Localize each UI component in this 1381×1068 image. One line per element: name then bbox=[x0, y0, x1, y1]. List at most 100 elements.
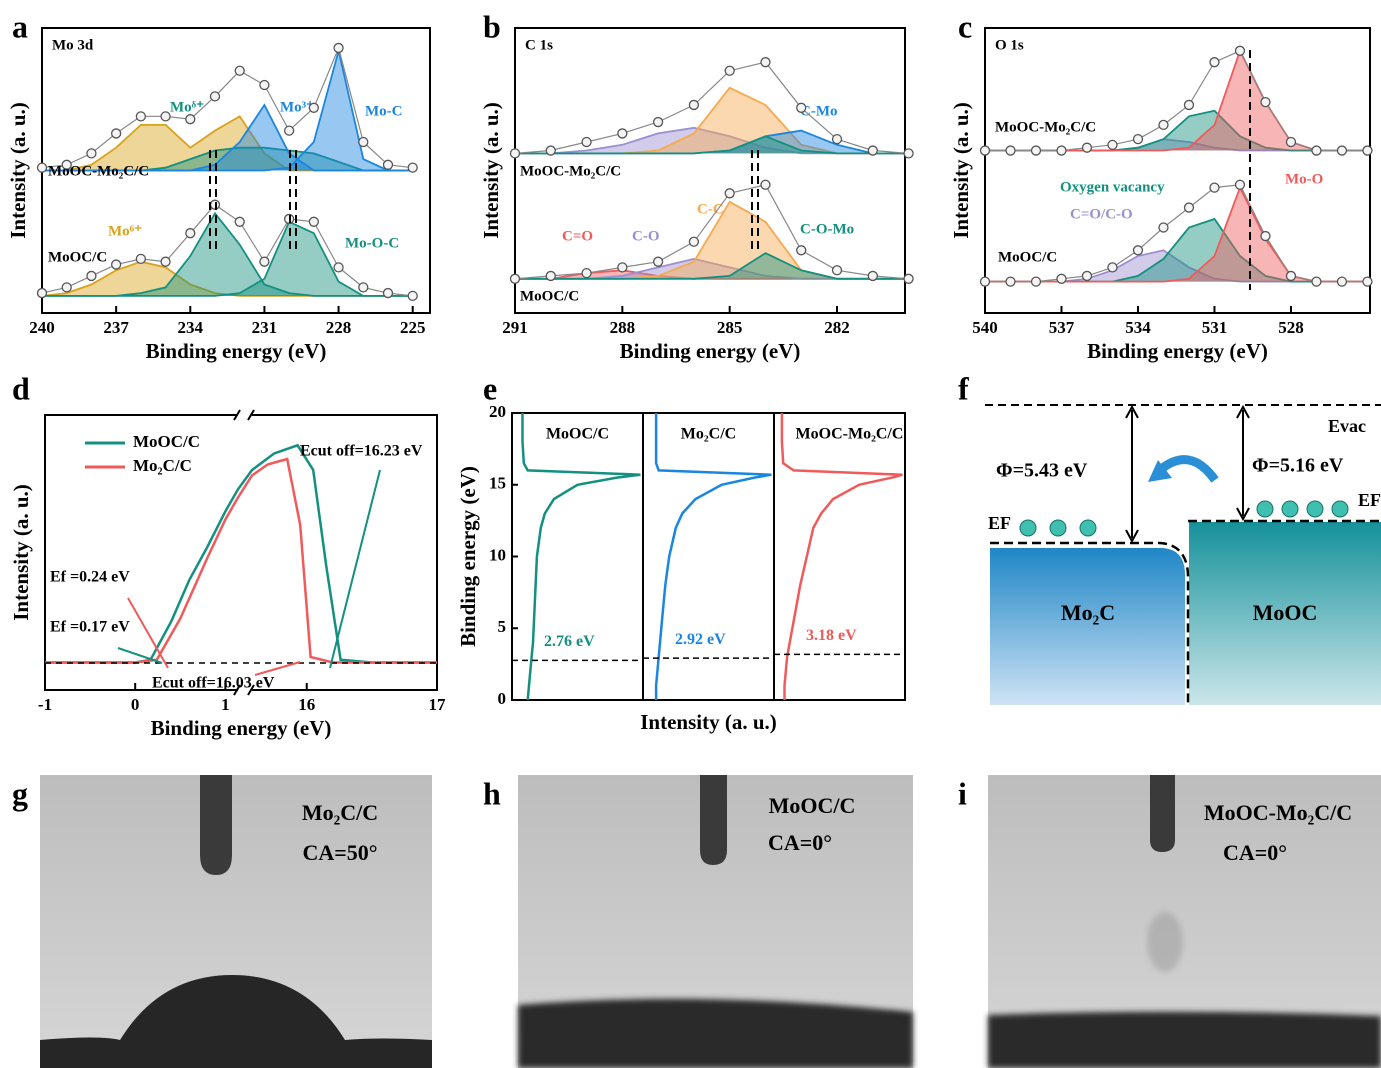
series-line bbox=[45, 457, 437, 664]
data-point bbox=[796, 102, 807, 113]
panel-label: d bbox=[12, 370, 30, 406]
series-line bbox=[654, 413, 772, 700]
block-left bbox=[990, 548, 1185, 705]
fit-envelope bbox=[41, 203, 413, 297]
data-point bbox=[617, 262, 628, 273]
transfer-arrow-head bbox=[1148, 460, 1172, 482]
y-axis-title: Binding energy (eV) bbox=[456, 466, 480, 647]
data-point bbox=[36, 162, 48, 173]
data-point bbox=[185, 114, 196, 125]
peak-fill bbox=[985, 50, 1368, 151]
y-axis-title: Intensity (a. u.) bbox=[479, 102, 503, 239]
data-point bbox=[1158, 222, 1169, 233]
x-tick-label: 0 bbox=[131, 695, 140, 714]
data-point bbox=[1234, 45, 1246, 56]
data-point bbox=[581, 267, 592, 279]
data-point bbox=[1132, 133, 1144, 145]
peak-fill bbox=[42, 221, 413, 296]
data-point bbox=[358, 282, 369, 293]
peak-fill bbox=[515, 87, 909, 154]
x-tick-label: 17 bbox=[429, 695, 447, 714]
material-label: Mo₂C bbox=[1061, 600, 1115, 625]
legend-label: MoOC/C bbox=[133, 432, 200, 451]
series-line bbox=[515, 135, 909, 155]
y-tick-label: 0 bbox=[498, 689, 507, 708]
data-point bbox=[545, 270, 556, 282]
series-label: C=O bbox=[562, 228, 593, 244]
electrons bbox=[1019, 500, 1349, 537]
data-point bbox=[1336, 145, 1348, 156]
droplet bbox=[40, 975, 432, 1068]
data-point bbox=[259, 256, 270, 267]
data-point bbox=[1030, 276, 1042, 287]
series-label: Mo³⁺ bbox=[280, 99, 314, 115]
x-axis-title: Binding energy (eV) bbox=[1087, 339, 1268, 363]
charts: a Binding energy (eV) Intensity (a. u.) 240… bbox=[6, 8, 1373, 740]
peak-fill bbox=[515, 130, 909, 154]
chart-title: Mo 3d bbox=[52, 37, 94, 53]
electron bbox=[1049, 519, 1067, 537]
annotation: Ecut off=16.23 eV bbox=[300, 443, 423, 460]
axis-frame bbox=[773, 412, 906, 701]
panel: c Binding energy (eV) Intensity (a. u.) 540… bbox=[949, 8, 1373, 363]
series-line bbox=[521, 413, 641, 701]
electron bbox=[1331, 500, 1349, 518]
data-point bbox=[382, 159, 394, 170]
panel: a Binding energy (eV) Intensity (a. u.) 240… bbox=[6, 8, 431, 363]
fit-envelope bbox=[985, 50, 1368, 152]
data-point bbox=[724, 65, 735, 76]
data-point bbox=[259, 79, 270, 91]
electron bbox=[1306, 500, 1324, 518]
series-label: C-C bbox=[697, 201, 724, 217]
data-point bbox=[86, 148, 97, 159]
series-label: Mo-C bbox=[365, 103, 403, 119]
fermi-label: EF bbox=[988, 513, 1011, 533]
data-point bbox=[110, 259, 122, 270]
x-tick-label: 534 bbox=[1125, 318, 1151, 337]
panel-label: f bbox=[958, 370, 969, 406]
x-tick-label: 16 bbox=[298, 695, 315, 714]
series-label: MoOC-Mo₂C/C bbox=[995, 119, 1096, 135]
x-axis-title: Binding energy (eV) bbox=[620, 339, 801, 363]
series-line bbox=[45, 443, 437, 664]
data-point bbox=[86, 270, 97, 282]
x-tick-label: 540 bbox=[972, 318, 998, 337]
data-point bbox=[903, 273, 914, 284]
data-point bbox=[688, 99, 700, 111]
data-point bbox=[1183, 202, 1195, 213]
electron bbox=[1256, 500, 1274, 518]
panel-label: b bbox=[483, 8, 501, 44]
needle bbox=[200, 775, 232, 875]
electron bbox=[1079, 519, 1097, 537]
y-axis-title: Intensity (a. u.) bbox=[9, 484, 33, 621]
tangent bbox=[254, 661, 301, 676]
data-point bbox=[1158, 119, 1169, 131]
peak-fill bbox=[515, 201, 909, 279]
series-label: Mo₂C/C bbox=[681, 426, 736, 443]
x-tick-label: 291 bbox=[502, 318, 528, 337]
material-label: MoOC bbox=[1253, 600, 1318, 625]
data-point bbox=[652, 116, 664, 128]
data-point bbox=[1081, 142, 1093, 153]
data-point bbox=[407, 290, 418, 302]
data-point bbox=[1362, 276, 1373, 287]
interface-line bbox=[990, 541, 1190, 705]
fit-envelope bbox=[514, 61, 909, 154]
data-point bbox=[160, 256, 171, 267]
data-point bbox=[1285, 270, 1297, 282]
x-tick-label: -1 bbox=[38, 695, 52, 714]
axis-frame bbox=[984, 27, 1371, 314]
panel-label: a bbox=[12, 8, 28, 44]
x-tick-label: 288 bbox=[610, 318, 636, 337]
data-point bbox=[509, 273, 521, 284]
peak-fill bbox=[985, 219, 1368, 282]
annotation: Ef =0.24 eV bbox=[50, 569, 130, 586]
series-label: C=O/C-O bbox=[1070, 206, 1133, 222]
block-right bbox=[1189, 522, 1381, 705]
data-point bbox=[1030, 145, 1042, 156]
series-label: Moᵟ⁺ bbox=[170, 99, 204, 115]
peak-fill bbox=[42, 116, 413, 171]
x-tick-label: 282 bbox=[824, 318, 850, 337]
data-point bbox=[382, 287, 394, 299]
contact-angle: CA=50° bbox=[302, 840, 377, 865]
